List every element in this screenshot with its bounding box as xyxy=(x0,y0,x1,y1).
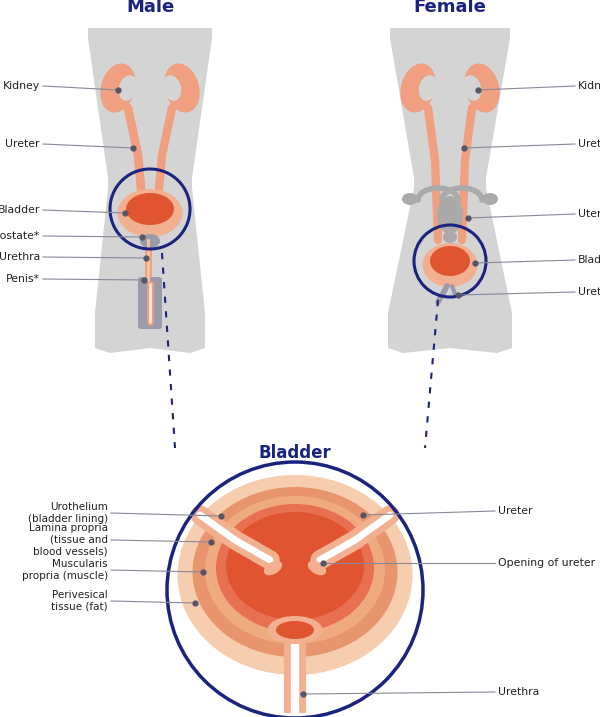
Ellipse shape xyxy=(178,475,413,675)
Ellipse shape xyxy=(437,196,463,234)
FancyBboxPatch shape xyxy=(138,277,162,329)
Text: Opening of ureter: Opening of ureter xyxy=(498,558,595,568)
Text: Lamina propria
(tissue and
blood vessels): Lamina propria (tissue and blood vessels… xyxy=(29,523,108,556)
Text: Ureter: Ureter xyxy=(578,139,600,149)
Ellipse shape xyxy=(419,75,437,101)
Ellipse shape xyxy=(276,621,314,639)
Text: Bladder: Bladder xyxy=(0,205,40,215)
Ellipse shape xyxy=(216,504,374,632)
Text: Penis*: Penis* xyxy=(6,274,40,284)
Ellipse shape xyxy=(482,193,498,205)
Ellipse shape xyxy=(118,189,182,237)
Text: Bladder: Bladder xyxy=(259,444,331,462)
Polygon shape xyxy=(388,28,512,353)
Text: Uterus*: Uterus* xyxy=(578,209,600,219)
Circle shape xyxy=(167,462,423,717)
Text: Prostate*: Prostate* xyxy=(0,231,40,241)
Ellipse shape xyxy=(163,75,181,101)
Ellipse shape xyxy=(164,63,200,113)
Text: Muscularis
propria (muscle): Muscularis propria (muscle) xyxy=(22,559,108,581)
Ellipse shape xyxy=(400,63,436,113)
Ellipse shape xyxy=(140,234,160,248)
Ellipse shape xyxy=(422,243,478,287)
Text: Male: Male xyxy=(126,0,174,16)
Text: Ureter: Ureter xyxy=(5,139,40,149)
Text: Urothelium
(bladder lining): Urothelium (bladder lining) xyxy=(28,502,108,524)
Text: Urethra: Urethra xyxy=(498,687,539,697)
Text: Perivesical
tissue (fat): Perivesical tissue (fat) xyxy=(52,590,108,612)
Ellipse shape xyxy=(264,561,282,575)
Ellipse shape xyxy=(430,246,470,276)
Ellipse shape xyxy=(205,496,385,644)
Ellipse shape xyxy=(268,616,323,644)
Ellipse shape xyxy=(464,63,500,113)
Text: Bladder: Bladder xyxy=(578,255,600,265)
Ellipse shape xyxy=(226,512,364,620)
Ellipse shape xyxy=(443,231,457,243)
Ellipse shape xyxy=(126,193,174,225)
Polygon shape xyxy=(88,28,212,353)
Text: Ureter: Ureter xyxy=(498,506,533,516)
Text: Kidney: Kidney xyxy=(578,81,600,91)
Text: Kidney: Kidney xyxy=(3,81,40,91)
Text: Urethra: Urethra xyxy=(0,252,40,262)
Ellipse shape xyxy=(119,75,137,101)
Text: Female: Female xyxy=(413,0,487,16)
Ellipse shape xyxy=(463,75,481,101)
Ellipse shape xyxy=(402,193,418,205)
Text: Urethra: Urethra xyxy=(578,287,600,297)
Ellipse shape xyxy=(308,561,326,575)
Ellipse shape xyxy=(193,487,398,657)
Ellipse shape xyxy=(100,63,136,113)
